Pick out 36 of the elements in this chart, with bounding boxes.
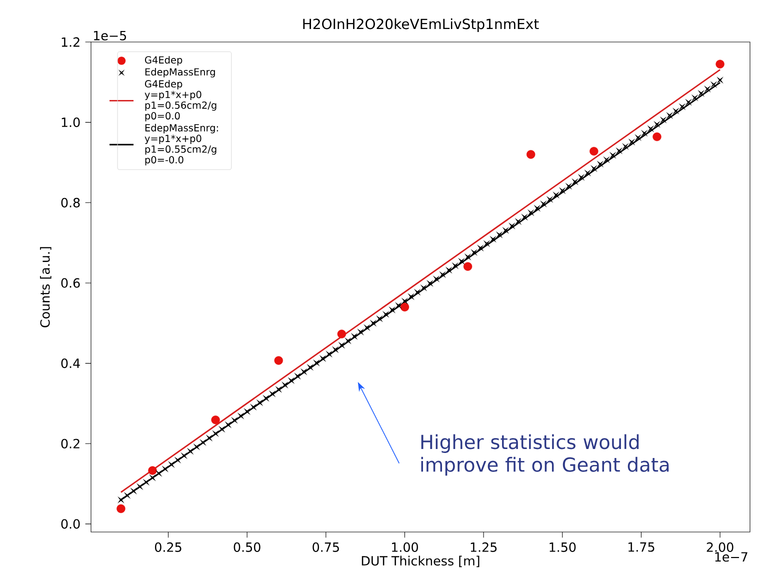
- point: [274, 356, 283, 365]
- x-axis-title: DUT Thickness [m]: [362, 556, 480, 568]
- text: 1e−5: [94, 30, 126, 40]
- point: [116, 504, 126, 514]
- y-tick-label: 0.0: [61, 519, 80, 529]
- point: [652, 132, 662, 142]
- x-tick-label: 0.50: [234, 542, 260, 552]
- x-tick-label: 1.50: [550, 542, 576, 552]
- y-tick-label: 1.2: [62, 37, 80, 47]
- point: [400, 302, 410, 312]
- y-axis-title: Counts [a.u.]: [40, 247, 52, 328]
- text: 1e−7: [715, 552, 748, 562]
- x-tick-label: 0.75: [312, 542, 339, 552]
- point: [590, 146, 598, 156]
- point: [716, 60, 724, 68]
- legend-label: G4Edep: [145, 56, 182, 66]
- x-tick-label: 2.00: [706, 542, 734, 552]
- point: [463, 262, 472, 271]
- y-tick-label: 0.6: [61, 278, 80, 288]
- legend-label: G4Edep y=p1*x+p0 p1=0.56cm2/g p0=0.0: [144, 80, 216, 122]
- y-tick-label: 0.4: [61, 358, 80, 368]
- x-tick-label: 1.00: [392, 542, 418, 552]
- point: [526, 150, 536, 159]
- x-tick-label: 0.25: [154, 542, 182, 552]
- x-tick-label: 1.75: [628, 542, 654, 552]
- legend-label: EdepMassEnrg: [145, 68, 215, 78]
- legend-label: EdepMassEnrg: y=p1*x+p0 p1=0.55cm2/g p0=-0.0: [144, 124, 218, 166]
- point: [148, 466, 157, 475]
- y-tick-label: 0.2: [61, 438, 80, 448]
- x-tick-label: 1.25: [470, 542, 497, 552]
- point: [211, 416, 220, 424]
- point: [337, 330, 346, 338]
- y-tick-label: 0.8: [61, 198, 80, 208]
- y-tick-label: 1.0: [62, 118, 80, 128]
- annotation: Higher statistics would improve fit on Geant data: [421, 434, 669, 476]
- chart-title: H2OInH2O20keVEmLivStp1nmExt: [303, 18, 539, 32]
